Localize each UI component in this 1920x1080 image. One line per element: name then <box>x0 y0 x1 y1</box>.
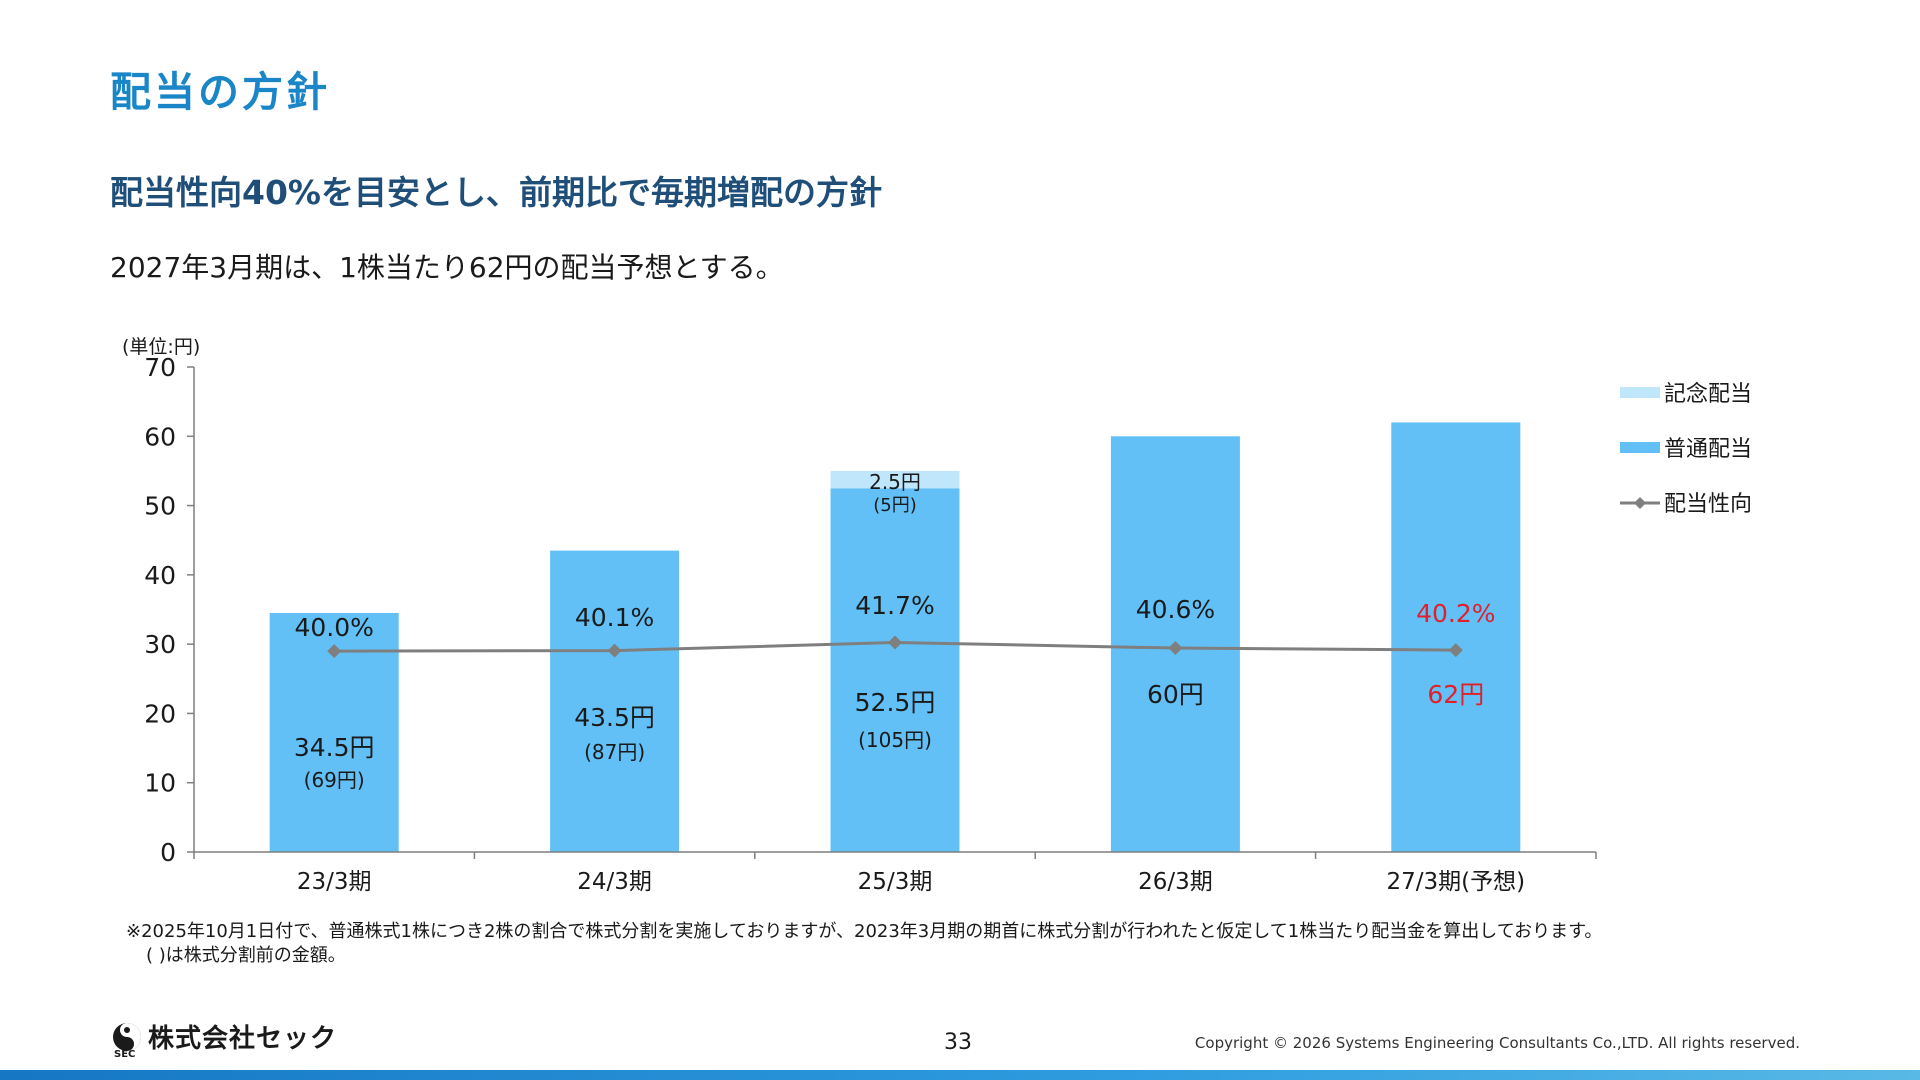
payout-label-3: 40.6% <box>1136 595 1215 624</box>
commemorative-label-2: 2.5円 <box>869 470 921 494</box>
y-tick-label-4: 40 <box>144 561 176 590</box>
payout-label-0: 40.0% <box>294 613 373 642</box>
regular-presplit-label-2: (105円) <box>858 728 932 752</box>
footnote-split: ※2025年10月1日付で、普通株式1株につき2株の割合で株式分割を実施しており… <box>126 921 1603 942</box>
y-tick-label-7: 70 <box>144 353 176 382</box>
legend-swatch-payout-marker <box>1634 497 1646 509</box>
footnote-parentheses: ( )は株式分割前の金額。 <box>146 945 346 966</box>
x-tick-label-2: 25/3期 <box>858 869 933 895</box>
y-tick-label-1: 10 <box>144 769 176 798</box>
y-tick-label-6: 60 <box>144 422 176 451</box>
regular-label-0: 34.5円 <box>294 733 375 762</box>
payout-point-1 <box>607 643 622 658</box>
sec-logo-icon <box>112 1022 142 1052</box>
y-tick-label-2: 20 <box>144 699 176 728</box>
payout-point-3 <box>1168 641 1183 656</box>
bar-commemorative-2 <box>830 470 960 489</box>
subline: 2027年3月期は、1株当たり62円の配当予想とする。 <box>110 251 784 284</box>
x-tick-label-1: 24/3期 <box>577 869 652 895</box>
x-tick-label-3: 26/3期 <box>1138 869 1213 895</box>
regular-label-2: 52.5円 <box>855 688 936 717</box>
payout-label-1: 40.1% <box>575 603 654 632</box>
regular-label-3: 60円 <box>1147 680 1204 709</box>
legend-swatch-regular <box>1620 442 1660 453</box>
bar-regular-1 <box>550 550 680 852</box>
regular-presplit-label-1: (87円) <box>584 740 645 764</box>
x-tick-label-0: 23/3期 <box>297 869 372 895</box>
regular-label-1: 43.5円 <box>574 703 655 732</box>
payout-point-0 <box>327 644 342 659</box>
legend-swatch-commemorative <box>1620 387 1660 398</box>
payout-point-4 <box>1448 643 1463 658</box>
unit-label: (単位:円) <box>122 336 201 358</box>
x-tick-label-4: 27/3期(予想) <box>1386 869 1525 895</box>
y-tick-label-5: 50 <box>144 492 176 521</box>
logo-text: 株式会社セック <box>148 1024 338 1054</box>
headline: 配当性向40%を目安とし、前期比で毎期増配の方針 <box>110 173 882 212</box>
page-title: 配当の方針 <box>110 68 330 116</box>
legend-label-commemorative: 記念配当 <box>1664 382 1752 407</box>
copyright: Copyright © 2026 Systems Engineering Con… <box>1194 1034 1800 1052</box>
legend-label-payout: 配当性向 <box>1664 492 1752 517</box>
page-number: 33 <box>944 1030 972 1055</box>
bar-regular-2 <box>830 488 960 852</box>
payout-label-2: 41.7% <box>855 591 934 620</box>
company-logo: 株式会社セック <box>112 1018 337 1055</box>
bottom-accent-bar <box>0 1070 1920 1080</box>
payout-label-4: 40.2% <box>1416 599 1495 628</box>
payout-point-2 <box>888 635 902 650</box>
logo-sub: SEC <box>114 1049 136 1060</box>
y-tick-label-0: 0 <box>160 838 176 867</box>
legend-label-regular: 普通配当 <box>1664 437 1752 462</box>
y-tick-label-3: 30 <box>144 630 176 659</box>
regular-presplit-label-0: (69円) <box>304 768 365 792</box>
commemorative-presplit-label-2: (5円) <box>873 495 917 516</box>
regular-label-4: 62円 <box>1427 680 1484 709</box>
bar-regular-4 <box>1391 422 1521 852</box>
